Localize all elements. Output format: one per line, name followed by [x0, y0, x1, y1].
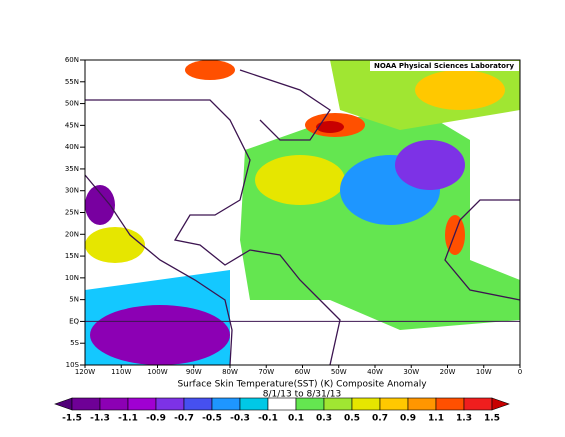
colorbar-label: 0.3: [316, 414, 332, 424]
colorbar-label: 0.7: [372, 414, 388, 424]
colorbar-label: 0.9: [400, 414, 416, 424]
lat-label: 10S: [66, 361, 80, 369]
field-darkred: [316, 121, 344, 133]
colorbar-label: -0.5: [202, 414, 222, 424]
field-purple-north: [85, 185, 115, 225]
lon-label: 100W: [147, 368, 167, 376]
colorbar-box: [71, 397, 101, 411]
colorbar-box: [351, 397, 381, 411]
colorbar-box: [155, 397, 185, 411]
lon-label: 20W: [440, 368, 456, 376]
colorbar-box: [435, 397, 465, 411]
colorbar-label: -0.9: [146, 414, 166, 424]
lat-label: 60N: [65, 56, 79, 64]
lon-label: 0: [518, 368, 522, 376]
colorbar-label: -0.1: [258, 414, 278, 424]
colorbar-label: 0.1: [288, 414, 304, 424]
anomaly-field: [85, 60, 520, 365]
lon-label: 110W: [111, 368, 131, 376]
colorbar-label: 1.1: [428, 414, 444, 424]
lat-label: 25N: [65, 209, 79, 217]
lat-label: 45N: [65, 121, 79, 129]
lon-label: 80W: [222, 368, 238, 376]
lat-label: 40N: [65, 143, 79, 151]
field-violet: [395, 140, 465, 190]
lat-label: 35N: [65, 165, 79, 173]
colorbar-end: [491, 397, 510, 411]
coast-americas-west: [84, 174, 233, 366]
lon-label: 120W: [75, 368, 95, 376]
lon-label: 50W: [331, 368, 347, 376]
colorbar-box: [463, 397, 493, 411]
colorbar-label: -0.7: [174, 414, 194, 424]
lat-label: 5S: [70, 339, 79, 347]
colorbar-box: [127, 397, 157, 411]
lon-label: 10W: [476, 368, 492, 376]
lon-label: 60W: [295, 368, 311, 376]
colorbar-box: [211, 397, 241, 411]
coast-africa: [444, 199, 521, 301]
colorbar-label: -1.5: [62, 414, 82, 424]
colorbar-label: 0.5: [344, 414, 360, 424]
lon-label: 30W: [403, 368, 419, 376]
colorbar-label: 1.5: [484, 414, 500, 424]
lon-label: 70W: [258, 368, 274, 376]
lat-label: EQ: [69, 317, 79, 325]
colorbar-box: [379, 397, 409, 411]
field-purple: [90, 305, 230, 365]
colorbar-box: [407, 397, 437, 411]
colorbar-label: 1.3: [456, 414, 472, 424]
title: Surface Skin Temperature(SST) (K) Compos…: [177, 380, 427, 390]
lat-label: 20N: [65, 230, 79, 238]
colorbar-box: [323, 397, 353, 411]
colorbar-box: [295, 397, 325, 411]
lon-label: 90W: [186, 368, 202, 376]
colorbar-box: [239, 397, 269, 411]
colorbar-label: -0.3: [230, 414, 250, 424]
lat-label: 50N: [65, 100, 79, 108]
colorbar-box: [267, 397, 297, 411]
lon-label: 40W: [367, 368, 383, 376]
field-yellow: [255, 155, 345, 205]
lat-label: 15N: [65, 252, 79, 260]
lat-label: 55N: [65, 78, 79, 86]
lab-box: [370, 61, 519, 71]
field-yellow-pacific: [85, 227, 145, 263]
lat-label: 10N: [65, 274, 79, 282]
lat-label: 5N: [69, 296, 79, 304]
coast-americas-east: [85, 99, 341, 366]
lab-label: NOAA Physical Sciences Laboratory: [374, 62, 514, 70]
colorbar-label: -1.1: [118, 414, 138, 424]
colorbar-label: -1.3: [90, 414, 110, 424]
colorbar-box: [99, 397, 129, 411]
subtitle: 8/1/13 to 8/31/13: [263, 390, 341, 400]
lat-label: 30N: [65, 187, 79, 195]
colorbar-end: [54, 397, 73, 411]
coast-canada: [239, 69, 331, 141]
colorbar-box: [183, 397, 213, 411]
field-red-north: [185, 60, 235, 80]
field-orange: [415, 70, 505, 110]
